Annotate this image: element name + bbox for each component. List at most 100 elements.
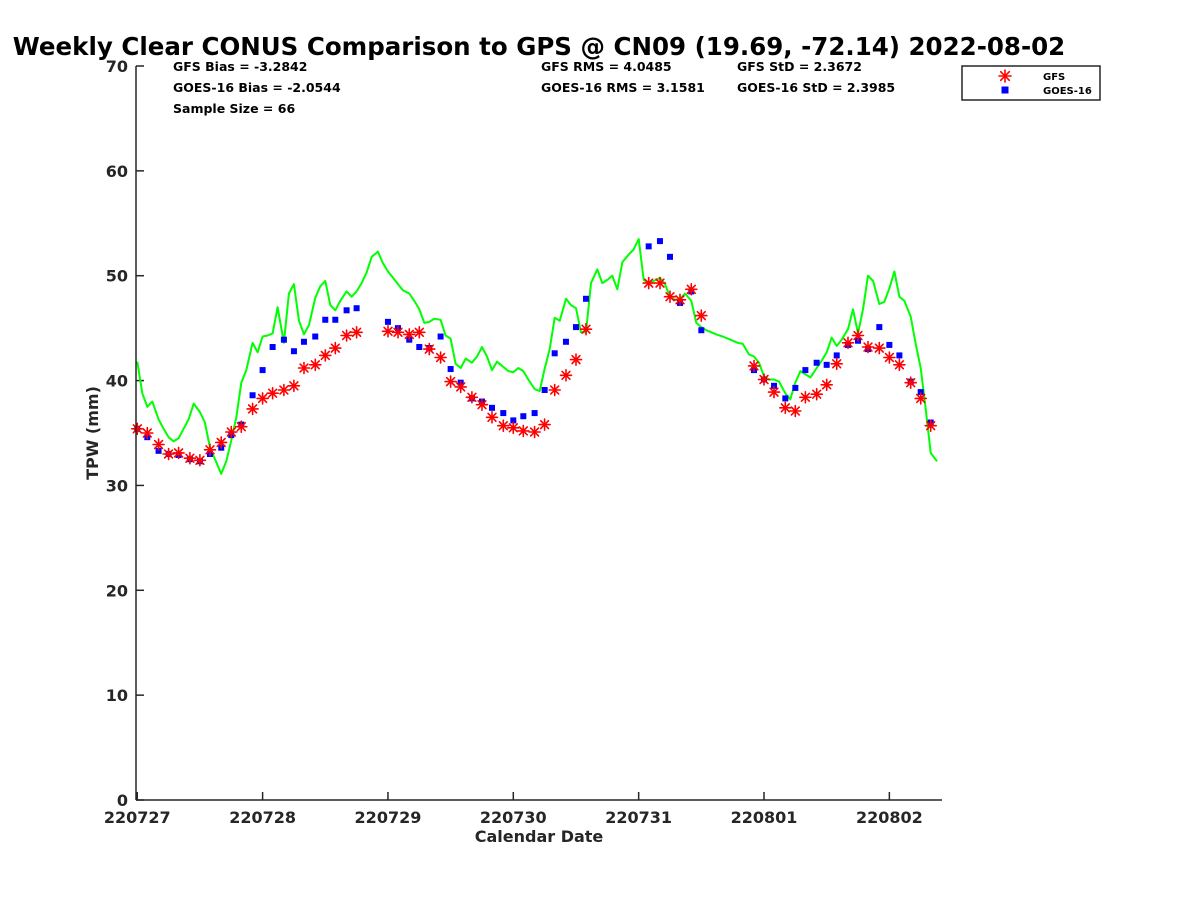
goes16-point <box>437 333 444 340</box>
gfs-point <box>256 392 269 405</box>
gfs-point <box>340 329 353 342</box>
gfs-point <box>904 376 918 390</box>
gfs-point <box>872 341 886 355</box>
gfs-point <box>381 324 395 338</box>
goes16-point <box>447 366 454 373</box>
goes16-point <box>572 324 579 331</box>
gfs-point <box>246 402 259 416</box>
gfs-point <box>830 357 844 371</box>
gfs-point <box>465 390 479 404</box>
goes16-point <box>813 359 820 366</box>
gfs-point <box>172 446 185 460</box>
legend-gfs-label: GFS <box>1043 72 1065 83</box>
gfs-point <box>778 401 792 415</box>
gfs-point <box>266 386 279 400</box>
x-tick-label: 220729 <box>355 808 422 827</box>
goes-rms-text: GOES-16 RMS = 3.1581 <box>541 80 705 95</box>
goes16-point <box>269 344 276 351</box>
goes16-point <box>666 253 673 260</box>
goes16-point <box>551 350 558 357</box>
gfs-point <box>694 309 708 322</box>
gfs-series <box>131 276 938 467</box>
y-tick-label: 20 <box>106 581 128 600</box>
goes16-point <box>353 305 360 312</box>
gfs-point <box>767 385 781 399</box>
gfs-point <box>757 373 771 386</box>
goes16-point <box>541 387 548 394</box>
gfs-point <box>277 383 291 397</box>
x-tick-label: 220802 <box>856 808 923 827</box>
goes16-point <box>332 316 339 323</box>
goes16-point <box>416 344 423 351</box>
goes16-point <box>896 352 903 359</box>
gfs-point <box>851 329 865 342</box>
goes16-point <box>698 327 705 334</box>
gfs-point <box>841 336 855 350</box>
gfs-point <box>297 361 311 375</box>
gfs-point <box>883 351 896 364</box>
goes16-point <box>645 243 652 250</box>
gfs-point <box>422 342 436 356</box>
gfs-point <box>141 426 154 440</box>
gfs-point <box>350 325 363 339</box>
goes16-point <box>792 384 799 391</box>
gfs-point <box>528 425 541 439</box>
goes16-point <box>343 307 350 314</box>
gfs-point <box>893 358 906 372</box>
x-tick-label: 220730 <box>480 808 547 827</box>
goes16-point <box>782 395 789 402</box>
goes16-point <box>280 336 287 343</box>
gfs-point <box>287 379 301 393</box>
gfs-point <box>548 383 562 397</box>
gfs-point <box>434 351 447 364</box>
gfs-point <box>924 419 938 433</box>
gfs-point <box>810 387 824 401</box>
gfs-point <box>559 368 573 382</box>
gfs-point <box>914 392 928 405</box>
goes16-point <box>656 238 663 245</box>
gfs-point <box>538 418 551 431</box>
y-tick-label: 10 <box>106 686 128 705</box>
y-axis: 0 10 20 30 40 50 60 70 <box>106 57 144 810</box>
gfs-point <box>516 424 530 438</box>
gfs-point <box>444 375 457 388</box>
y-tick-label: 70 <box>106 57 128 76</box>
gfs-point <box>820 378 834 392</box>
gfs-point <box>663 290 677 304</box>
gfs-bias-text: GFS Bias = -3.2842 <box>173 59 307 74</box>
goes16-point <box>520 413 527 420</box>
gfs-point <box>203 443 217 457</box>
gfs-point <box>328 341 342 355</box>
gfs-rms-text: GFS RMS = 4.0485 <box>541 59 672 74</box>
gfs-point <box>747 359 761 373</box>
goes16-point <box>823 361 830 368</box>
gfs-point <box>193 453 207 467</box>
y-tick-label: 50 <box>106 267 128 286</box>
gfs-point <box>642 276 656 290</box>
x-tick-label: 220801 <box>731 808 798 827</box>
gfs-point <box>318 349 332 362</box>
gfs-point <box>788 404 802 418</box>
goes16-point <box>583 295 590 302</box>
gfs-point <box>235 420 248 434</box>
goes16-point <box>876 324 883 331</box>
goes16-point <box>833 352 840 359</box>
x-tick-label: 220731 <box>605 808 672 827</box>
sample-size-text: Sample Size = 66 <box>173 101 295 116</box>
goes-bias-text: GOES-16 Bias = -2.0544 <box>173 80 341 95</box>
gfs-point <box>152 438 165 451</box>
y-axis-label: TPW (mm) <box>83 386 102 480</box>
goes16-point <box>802 367 809 374</box>
gfs-point <box>684 282 698 296</box>
goes16-point <box>249 392 256 399</box>
gfs-point <box>861 340 875 354</box>
y-tick-label: 40 <box>106 372 128 391</box>
x-axis: 220727 220728 220729 220730 220731 220801 2208… <box>104 792 923 827</box>
y-tick-label: 30 <box>106 476 128 495</box>
gfs-point <box>506 421 520 435</box>
x-tick-label: 220728 <box>229 808 296 827</box>
x-axis-label: Calendar Date <box>475 827 604 846</box>
legend: GFS GOES-16 <box>961 65 1101 101</box>
